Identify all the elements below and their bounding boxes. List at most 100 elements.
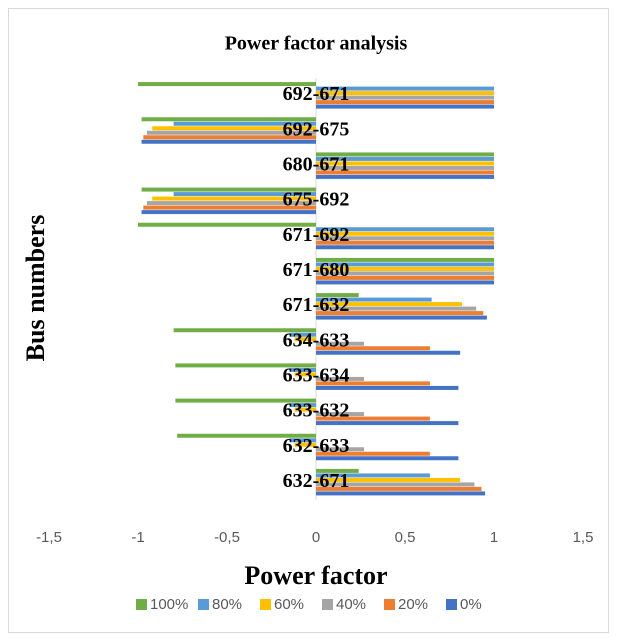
bar: [316, 245, 494, 250]
bar: [141, 117, 316, 122]
category-label: 671-692: [283, 224, 350, 246]
bar: [316, 381, 430, 386]
bar: [152, 196, 316, 201]
bar: [316, 170, 494, 175]
bar: [175, 398, 316, 403]
category-label: 632-671: [283, 470, 350, 492]
chart-frame: [8, 8, 609, 633]
bar: [316, 86, 494, 91]
bar: [316, 297, 432, 302]
bar: [141, 139, 316, 144]
bar: [316, 227, 494, 232]
bar: [316, 421, 459, 426]
bar: [173, 192, 316, 197]
bar: [316, 311, 484, 316]
bar: [316, 257, 494, 262]
x-axis-label: Power factor: [244, 561, 387, 590]
bar: [316, 280, 494, 285]
bar: [316, 156, 494, 161]
category-label: 680-671: [283, 154, 350, 176]
category-label: 692-675: [283, 118, 350, 140]
legend-swatch: [260, 599, 271, 610]
bar: [294, 337, 316, 342]
legend-label: 60%: [274, 596, 304, 613]
category-label: 634-633: [283, 329, 350, 351]
bar: [316, 152, 494, 157]
bar: [175, 363, 316, 368]
bar: [141, 187, 316, 192]
bar: [173, 121, 316, 126]
x-tick-label: 1,5: [573, 529, 594, 546]
bar: [294, 372, 316, 377]
bar: [316, 165, 494, 170]
bar: [146, 201, 316, 206]
bar: [316, 100, 494, 105]
legend-label: 100%: [150, 596, 188, 613]
bar: [316, 491, 486, 496]
bar: [316, 315, 487, 320]
bar: [316, 385, 459, 390]
bar: [146, 130, 316, 135]
bar: [316, 376, 365, 381]
bar: [152, 126, 316, 131]
legend-swatch: [384, 599, 395, 610]
x-tick-label: -0,5: [214, 529, 240, 546]
category-label: 633-632: [283, 400, 350, 422]
bar: [316, 468, 359, 473]
bar: [316, 240, 494, 245]
bar: [316, 91, 494, 96]
bar: [316, 486, 482, 491]
bar: [316, 482, 475, 487]
bar: [316, 262, 494, 267]
bar: [316, 456, 459, 461]
bar: [316, 161, 494, 166]
category-label: 632-633: [283, 435, 350, 457]
bar: [177, 433, 316, 438]
bar: [289, 367, 316, 372]
bar: [141, 210, 316, 215]
legend-swatch: [198, 599, 209, 610]
bar: [316, 451, 430, 456]
bar: [316, 306, 477, 311]
bar: [316, 174, 494, 179]
bar: [138, 222, 316, 227]
bar: [316, 416, 430, 421]
bar: [316, 412, 365, 417]
bar: [316, 477, 461, 482]
bar: [316, 473, 430, 478]
bar: [316, 346, 430, 351]
bar: [316, 95, 494, 100]
bar: [316, 231, 494, 236]
legend-swatch: [322, 599, 333, 610]
bar: [316, 302, 462, 307]
chart-title: Power factor analysis: [225, 33, 408, 55]
bar: [316, 266, 494, 271]
legend-label: 40%: [336, 596, 366, 613]
legend-swatch: [446, 599, 457, 610]
category-label: 633-634: [283, 365, 350, 387]
category-label: 692-671: [283, 83, 350, 105]
bar: [316, 104, 494, 109]
bar: [289, 438, 316, 443]
category-label: 671-632: [283, 294, 350, 316]
bar: [294, 442, 316, 447]
bar: [294, 407, 316, 412]
bar: [316, 236, 494, 241]
x-tick-label: 0: [312, 529, 320, 546]
bar: [316, 447, 365, 452]
bar: [316, 350, 461, 355]
legend-swatch: [136, 599, 147, 610]
legend-label: 0%: [460, 596, 482, 613]
bar: [173, 328, 316, 333]
bar: [138, 82, 316, 87]
y-axis-label: Bus numbers: [21, 215, 50, 362]
legend-label: 20%: [398, 596, 428, 613]
x-tick-label: 0,5: [395, 529, 416, 546]
legend-label: 80%: [212, 596, 242, 613]
bar: [316, 271, 494, 276]
bar: [143, 205, 316, 210]
bar: [143, 135, 316, 140]
bar: [316, 341, 365, 346]
category-label: 675-692: [283, 189, 350, 211]
